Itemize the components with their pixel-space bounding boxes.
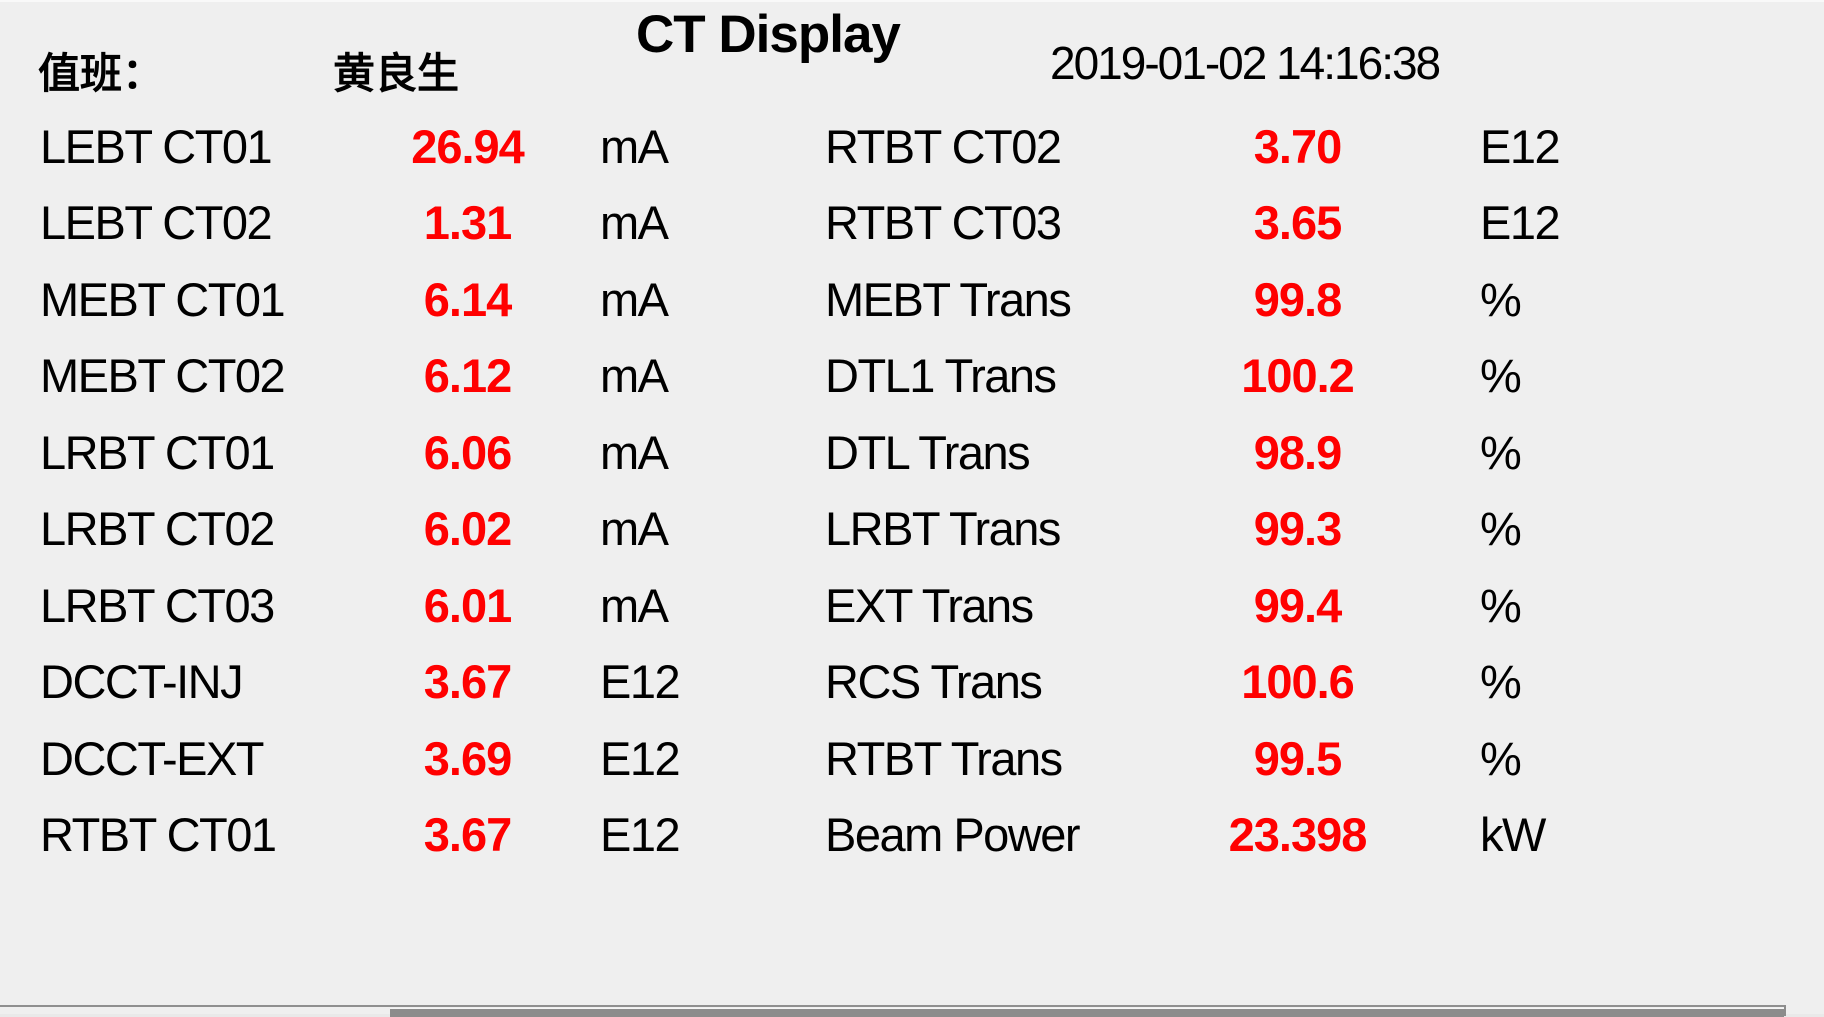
reading-label: EXT Trans	[825, 578, 1034, 632]
reading-unit: mA	[600, 425, 669, 479]
reading-row: Beam Power 23.398 kW	[820, 797, 1610, 874]
reading-value: 99.8	[1253, 272, 1342, 326]
reading-row: DCCT-INJ 3.67 E12	[35, 644, 715, 721]
background-window-edge-line	[0, 1005, 1784, 1007]
reading-row: RTBT Trans 99.5 %	[820, 720, 1610, 797]
reading-value: 100.2	[1241, 349, 1355, 403]
reading-label: RTBT CT01	[40, 808, 277, 862]
reading-value: 26.94	[411, 119, 525, 173]
reading-label: Beam Power	[825, 808, 1081, 862]
reading-unit: %	[1480, 349, 1522, 403]
reading-unit: mA	[600, 502, 669, 556]
reading-unit: %	[1480, 502, 1522, 556]
reading-row: RTBT CT02 3.70 E12	[820, 108, 1610, 185]
reading-value: 98.9	[1253, 425, 1342, 479]
reading-label: MEBT CT01	[40, 272, 286, 326]
reading-value: 6.02	[423, 502, 512, 556]
reading-value: 3.70	[1253, 119, 1342, 173]
reading-row: LRBT CT01 6.06 mA	[35, 414, 715, 491]
reading-row: EXT Trans 99.4 %	[820, 567, 1610, 644]
reading-unit: mA	[600, 196, 669, 250]
datetime-display: 2019-01-02 14:16:38	[1050, 37, 1441, 89]
reading-label: LRBT CT03	[40, 578, 275, 632]
reading-unit: E12	[600, 655, 681, 709]
reading-value: 1.31	[423, 196, 512, 250]
reading-label: RTBT CT03	[825, 196, 1062, 250]
readings-column-left: LEBT CT01 26.94 mA LEBT CT02 1.31 mA MEB…	[35, 108, 715, 873]
reading-unit: mA	[600, 272, 669, 326]
reading-unit: mA	[600, 349, 669, 403]
background-window-divider	[1784, 1005, 1786, 1016]
reading-label: LEBT CT02	[40, 196, 273, 250]
reading-unit: mA	[600, 578, 669, 632]
reading-value: 6.14	[423, 272, 512, 326]
reading-value: 6.06	[423, 425, 512, 479]
reading-value: 6.01	[423, 578, 512, 632]
duty-name: 黄良生	[333, 50, 460, 97]
readings-column-right: RTBT CT02 3.70 E12 RTBT CT03 3.65 E12 ME…	[820, 108, 1610, 873]
reading-unit: %	[1480, 655, 1522, 709]
reading-label: LEBT CT01	[40, 119, 273, 173]
reading-row: LEBT CT01 26.94 mA	[35, 108, 715, 185]
reading-value: 99.4	[1253, 578, 1342, 632]
reading-label: DCCT-INJ	[40, 655, 244, 709]
reading-label: DTL Trans	[825, 425, 1031, 479]
reading-label: LRBT Trans	[825, 502, 1061, 556]
reading-label: LRBT CT02	[40, 502, 275, 556]
reading-unit: %	[1480, 272, 1522, 326]
reading-row: LEBT CT02 1.31 mA	[35, 185, 715, 262]
reading-unit: E12	[1480, 196, 1561, 250]
duty-label: 值班：	[38, 50, 165, 97]
reading-row: RTBT CT03 3.65 E12	[820, 185, 1610, 262]
background-window-titlebar	[390, 1008, 1784, 1017]
reading-row: DTL Trans 98.9 %	[820, 414, 1610, 491]
reading-unit: mA	[600, 119, 669, 173]
reading-row: RCS Trans 100.6 %	[820, 644, 1610, 721]
reading-row: MEBT Trans 99.8 %	[820, 261, 1610, 338]
reading-label: RTBT Trans	[825, 731, 1063, 785]
reading-row: LRBT CT03 6.01 mA	[35, 567, 715, 644]
reading-row: RTBT CT01 3.67 E12	[35, 797, 715, 874]
reading-label: LRBT CT01	[40, 425, 275, 479]
reading-value: 23.398	[1228, 808, 1368, 862]
reading-unit: E12	[1480, 119, 1561, 173]
reading-row: LRBT Trans 99.3 %	[820, 491, 1610, 568]
reading-row: MEBT CT01 6.14 mA	[35, 261, 715, 338]
reading-value: 99.5	[1253, 731, 1342, 785]
reading-row: DCCT-EXT 3.69 E12	[35, 720, 715, 797]
reading-label: DCCT-EXT	[40, 731, 265, 785]
reading-label: DTL1 Trans	[825, 349, 1057, 403]
reading-row: LRBT CT02 6.02 mA	[35, 491, 715, 568]
reading-value: 3.69	[423, 731, 512, 785]
page-title: CT Display	[636, 5, 901, 64]
reading-value: 3.65	[1253, 196, 1342, 250]
reading-label: RCS Trans	[825, 655, 1043, 709]
reading-unit: %	[1480, 425, 1522, 479]
reading-label: MEBT CT02	[40, 349, 286, 403]
reading-value: 6.12	[423, 349, 512, 403]
reading-value: 99.3	[1253, 502, 1342, 556]
reading-row: DTL1 Trans 100.2 %	[820, 338, 1610, 415]
reading-unit: kW	[1480, 808, 1546, 862]
reading-value: 100.6	[1241, 655, 1355, 709]
reading-unit: E12	[600, 731, 681, 785]
reading-row: MEBT CT02 6.12 mA	[35, 338, 715, 415]
reading-value: 3.67	[423, 655, 512, 709]
reading-value: 3.67	[423, 808, 512, 862]
reading-unit: %	[1480, 731, 1522, 785]
reading-unit: E12	[600, 808, 681, 862]
reading-label: RTBT CT02	[825, 119, 1062, 173]
reading-unit: %	[1480, 578, 1522, 632]
reading-label: MEBT Trans	[825, 272, 1072, 326]
